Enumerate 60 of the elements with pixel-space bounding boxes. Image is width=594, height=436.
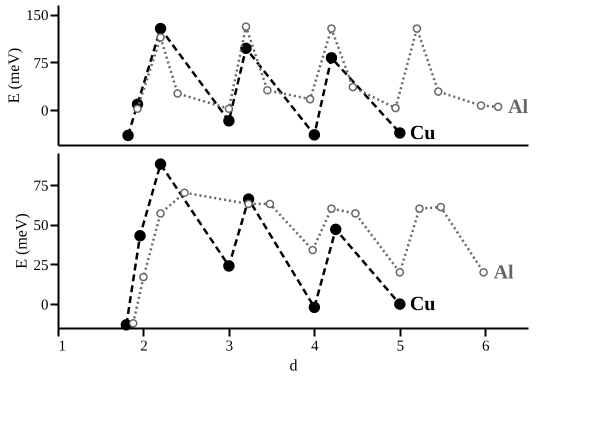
point <box>434 87 443 96</box>
point <box>394 298 406 310</box>
point <box>308 129 320 141</box>
y-tick-label: 0 <box>41 298 48 314</box>
point <box>263 86 272 95</box>
point <box>154 22 166 34</box>
point <box>394 127 406 139</box>
x-tick-label: 6 <box>482 338 490 354</box>
point <box>351 209 360 218</box>
x-tick-label: 5 <box>396 338 404 354</box>
x-axis-title: d <box>290 358 298 374</box>
point <box>391 104 400 112</box>
point <box>156 33 165 42</box>
point <box>479 268 488 277</box>
series-label: Cu <box>410 122 436 144</box>
point <box>266 200 274 208</box>
point <box>330 224 342 236</box>
y-tick-label: 50 <box>34 218 48 234</box>
point <box>242 22 250 31</box>
y-tick-label: 25 <box>34 258 48 274</box>
point <box>476 101 486 110</box>
series-label: Cu <box>410 293 436 316</box>
point <box>327 204 336 213</box>
y-tick-label: 75 <box>34 56 48 72</box>
y-tick-label: 75 <box>34 178 48 194</box>
point <box>306 94 314 104</box>
series-label: Al <box>508 96 529 118</box>
point <box>122 130 134 142</box>
point <box>139 272 148 282</box>
y-axis-title: E (meV) <box>14 213 30 269</box>
x-tick-label: 3 <box>226 338 234 354</box>
point <box>224 104 234 114</box>
point <box>308 246 317 254</box>
point <box>240 42 252 54</box>
point <box>223 115 235 127</box>
x-tick-label: 1 <box>58 338 66 354</box>
point <box>327 24 336 33</box>
point <box>308 302 320 314</box>
point <box>156 209 165 218</box>
point <box>348 82 358 92</box>
series-label: Al <box>494 261 514 284</box>
point <box>415 204 424 213</box>
x-tick-label: 4 <box>311 338 320 354</box>
point <box>223 260 235 272</box>
point <box>494 102 502 112</box>
point <box>154 158 166 170</box>
point <box>173 89 182 98</box>
x-tick-label: 2 <box>140 338 148 354</box>
point <box>244 200 253 208</box>
point <box>436 202 446 212</box>
point <box>326 52 338 64</box>
point <box>128 318 138 328</box>
point <box>180 188 189 198</box>
point <box>396 268 404 277</box>
point <box>133 104 142 114</box>
y-axis-title: E (meV) <box>6 48 23 104</box>
y-tick-label: 0 <box>41 104 48 120</box>
point <box>412 24 422 33</box>
point <box>134 230 146 242</box>
y-tick-label: 150 <box>26 8 48 24</box>
